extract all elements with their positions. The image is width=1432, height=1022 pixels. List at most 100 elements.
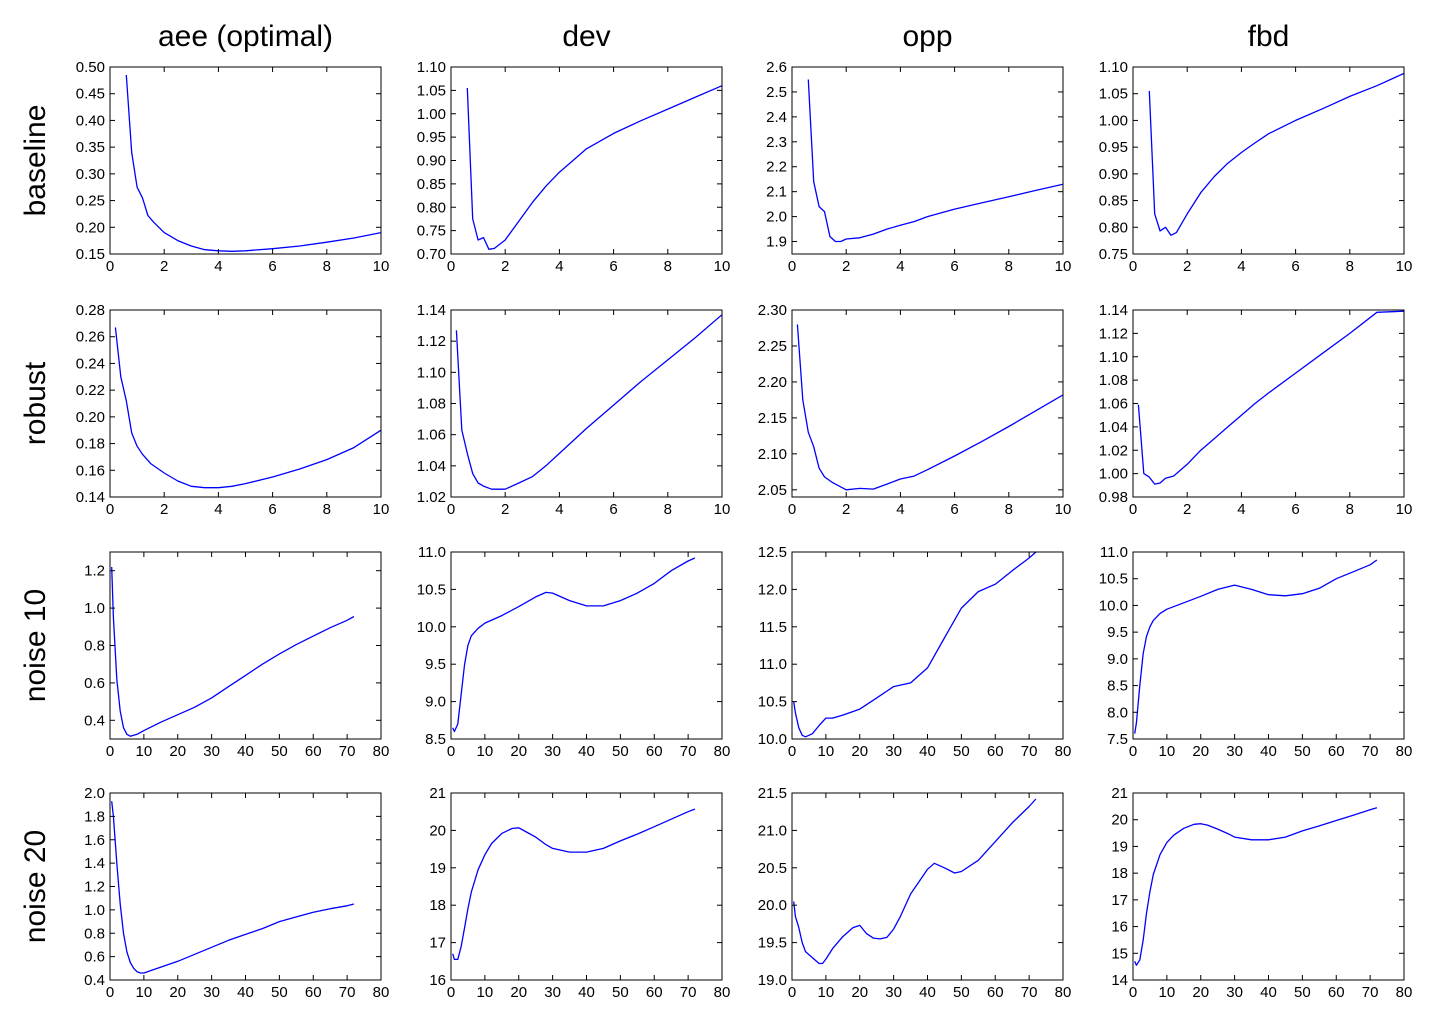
x-tick-label: 4	[896, 258, 904, 275]
x-tick-label: 50	[1294, 984, 1311, 1001]
x-tick-label: 0	[788, 258, 796, 275]
x-tick-label: 40	[1260, 743, 1277, 760]
x-tick-label: 6	[268, 258, 276, 275]
series-line	[1134, 807, 1378, 966]
x-tick-label: 40	[578, 984, 595, 1001]
x-tick-label: 10	[477, 984, 494, 1001]
x-tick-label: 2	[842, 258, 850, 275]
panel-3-0: 0 10 20 30 40 50 60 70 80 0.4 0.6 0.8 1.0 1.2 1.4 1.6 1.…	[84, 785, 389, 1001]
x-tick-label: 20	[510, 743, 527, 760]
x-tick-label: 50	[612, 743, 629, 760]
x-tick-label: 4	[214, 258, 222, 275]
x-tick-label: 50	[271, 743, 288, 760]
x-tick-label: 0	[788, 743, 796, 760]
y-tick-label: 20	[1111, 812, 1128, 829]
axes-frame	[1132, 66, 1405, 255]
x-tick-label: 4	[214, 501, 222, 518]
y-tick-label: 9.0	[425, 694, 446, 711]
panel-2-3: 0 10 20 30 40 50 60 70 80 7.5 8.0 8.5 9.0 9.5 10.0 10.5…	[1099, 544, 1413, 760]
x-tick-label: 0	[1129, 984, 1137, 1001]
y-tick-label: 2.05	[758, 482, 787, 499]
column-title-3: fbd	[1248, 20, 1290, 53]
x-tick-label: 60	[305, 743, 322, 760]
x-tick-label: 50	[953, 984, 970, 1001]
x-tick-label: 0	[447, 984, 455, 1001]
x-tick-label: 30	[885, 743, 902, 760]
x-tick-label: 50	[612, 984, 629, 1001]
column-title-0: aee (optimal)	[158, 20, 333, 53]
y-tick-label: 0.80	[1099, 219, 1128, 236]
x-tick-label: 2	[842, 501, 850, 518]
series-line	[796, 324, 1063, 491]
panel-2-1: 0 10 20 30 40 50 60 70 80 8.5 9.0 9.5 10.0 10.5 11.0	[417, 544, 731, 760]
y-tick-label: 0.6	[84, 949, 105, 966]
y-tick-label: 1.10	[1099, 349, 1128, 366]
row-title-2: noise 10	[19, 589, 52, 702]
column-title-1: dev	[562, 20, 610, 53]
axes-frame	[450, 792, 723, 981]
x-tick-label: 20	[1192, 984, 1209, 1001]
y-tick-label: 1.6	[84, 832, 105, 849]
x-tick-label: 0	[447, 258, 455, 275]
y-tick-label: 10.0	[417, 619, 446, 636]
series-line	[455, 314, 722, 490]
y-tick-label: 15	[1111, 945, 1128, 962]
y-tick-label: 11.0	[1100, 544, 1128, 561]
x-tick-label: 2	[501, 501, 509, 518]
x-tick-label: 10	[1159, 984, 1176, 1001]
x-tick-label: 8	[1346, 501, 1354, 518]
y-tick-label: 20.5	[758, 860, 787, 877]
x-tick-label: 0	[106, 743, 114, 760]
panel-0-2: 0 2 4 6 8 10 1.9 2.0 2.1 2.2 2.3 2.4 2.5 2.6	[766, 59, 1071, 275]
x-tick-label: 8	[323, 501, 331, 518]
y-tick-label: 0.75	[1099, 246, 1128, 263]
x-tick-label: 8	[664, 258, 672, 275]
y-tick-label: 1.04	[1099, 419, 1128, 436]
figure-titles: aee (optimal) dev opp fbd baseline robust nois…	[19, 20, 1289, 943]
y-tick-label: 0.85	[417, 176, 446, 193]
x-tick-label: 50	[271, 984, 288, 1001]
y-tick-label: 10.0	[1099, 597, 1128, 614]
y-tick-label: 10.0	[758, 731, 787, 748]
x-tick-label: 2	[160, 501, 168, 518]
x-tick-label: 0	[788, 984, 796, 1001]
y-tick-label: 1.00	[417, 106, 446, 123]
y-tick-label: 1.10	[417, 364, 446, 381]
x-tick-label: 0	[1129, 501, 1137, 518]
y-tick-label: 0.18	[76, 436, 105, 453]
y-tick-label: 17	[1111, 892, 1128, 909]
x-tick-label: 80	[714, 984, 731, 1001]
y-tick-label: 11.0	[418, 544, 446, 561]
column-title-2: opp	[902, 20, 952, 53]
x-tick-label: 40	[237, 984, 254, 1001]
axes-frame	[1132, 551, 1405, 740]
x-tick-label: 20	[169, 743, 186, 760]
panel-0-0: 0 2 4 6 8 10 0.15 0.20 0.25 0.30 0.35 0.40 0.45 0.50	[76, 59, 390, 275]
series-line	[111, 801, 355, 974]
x-tick-label: 80	[373, 743, 390, 760]
x-tick-label: 70	[680, 984, 697, 1001]
x-tick-label: 70	[1362, 743, 1379, 760]
x-tick-label: 80	[1055, 743, 1072, 760]
y-tick-label: 2.0	[84, 785, 105, 802]
y-tick-label: 9.5	[1107, 624, 1128, 641]
y-tick-label: 1.08	[417, 396, 446, 413]
axes-frame	[1132, 792, 1405, 981]
y-tick-label: 1.2	[84, 563, 105, 580]
axes-frame	[1132, 309, 1405, 498]
y-tick-label: 0.8	[84, 638, 105, 655]
x-tick-label: 2	[501, 258, 509, 275]
x-tick-label: 8	[664, 501, 672, 518]
axes-frame	[791, 309, 1064, 498]
x-tick-label: 10	[818, 743, 835, 760]
y-tick-label: 1.06	[1099, 396, 1128, 413]
y-tick-label: 1.8	[84, 808, 105, 825]
x-tick-label: 10	[1396, 258, 1413, 275]
y-tick-label: 0.28	[76, 302, 105, 319]
y-tick-label: 2.30	[758, 302, 787, 319]
x-tick-label: 6	[268, 501, 276, 518]
y-tick-label: 12.5	[758, 544, 787, 561]
y-tick-label: 11.5	[759, 619, 787, 636]
x-tick-label: 10	[714, 501, 731, 518]
